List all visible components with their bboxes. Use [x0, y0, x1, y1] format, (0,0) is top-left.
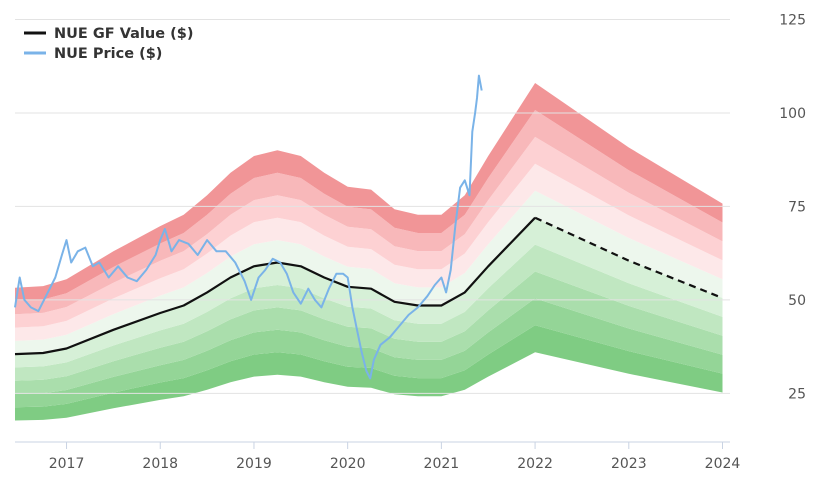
valuation-band	[15, 163, 723, 341]
legend: NUE GF Value ($) NUE Price ($)	[24, 26, 193, 62]
series-lines	[14, 74, 723, 380]
y-tick-label: 50	[788, 293, 806, 309]
valuation-band	[15, 271, 723, 394]
price-line	[14, 74, 483, 380]
valuation-band	[15, 190, 723, 355]
y-tick-label: 75	[788, 199, 806, 215]
valuation-band	[15, 110, 723, 315]
y-tick-label: 125	[779, 12, 806, 28]
legend-label-price: NUE Price ($)	[54, 46, 162, 62]
y-tick-label: 25	[788, 386, 806, 402]
y-tick-label: 100	[779, 106, 806, 122]
valuation-band	[15, 244, 723, 381]
x-tick-label: 2019	[236, 456, 272, 472]
valuation-band	[15, 83, 723, 301]
x-tick-label: 2018	[142, 456, 178, 472]
x-tick-label: 2024	[705, 456, 741, 472]
valuation-bands	[15, 83, 723, 421]
x-tick-label: 2017	[49, 456, 85, 472]
horizontal-gridlines	[15, 18, 730, 394]
gf-value-estimate-line	[534, 216, 723, 300]
legend-label-gf-value: NUE GF Value ($)	[54, 26, 193, 42]
valuation-band	[15, 136, 723, 328]
valuation-band	[15, 217, 723, 368]
valuation-band	[15, 298, 723, 408]
x-tick-label: 2021	[424, 456, 460, 472]
gf-value-line	[14, 216, 536, 356]
x-tick-label: 2022	[517, 456, 553, 472]
y-axis: 25 50 75 100 125	[779, 12, 806, 402]
x-tick-label: 2020	[330, 456, 366, 472]
x-tick-label: 2023	[611, 456, 647, 472]
x-axis: 2017 2018 2019 2020 2021 2022 2023 2024	[15, 441, 741, 472]
valuation-band	[15, 325, 723, 421]
